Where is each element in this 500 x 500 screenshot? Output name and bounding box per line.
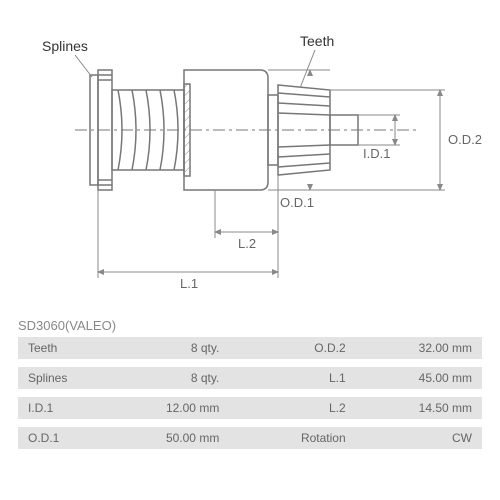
spec-row: Teeth8 qty.O.D.232.00 mm	[18, 337, 482, 359]
teeth-label: Teeth	[300, 33, 334, 49]
spec-value: 14.50 mm	[356, 397, 482, 419]
spec-value: 12.00 mm	[103, 397, 229, 419]
spec-label: I.D.1	[18, 397, 103, 419]
spec-value: CW	[356, 427, 482, 449]
spec-row: Splines8 qty.L.145.00 mm	[18, 367, 482, 389]
l2-label: L.2	[238, 236, 256, 251]
spec-row: I.D.112.00 mmL.214.50 mm	[18, 397, 482, 419]
id1-label: I.D.1	[363, 146, 390, 161]
spec-value: 32.00 mm	[356, 337, 482, 359]
spec-label: Splines	[18, 367, 103, 389]
spec-value: 8 qty.	[103, 367, 229, 389]
splines-label: Splines	[42, 38, 88, 54]
od2-label: O.D.2	[448, 132, 482, 147]
spec-row: O.D.150.00 mmRotationCW	[18, 427, 482, 449]
spec-label: O.D.1	[18, 427, 103, 449]
spec-value: 50.00 mm	[103, 427, 229, 449]
spec-label: Teeth	[18, 337, 103, 359]
spec-label: L.2	[229, 397, 355, 419]
spec-label: L.1	[229, 367, 355, 389]
spec-value: 45.00 mm	[356, 367, 482, 389]
spec-table: Teeth8 qty.O.D.232.00 mm Splines8 qty.L.1…	[18, 337, 482, 457]
spec-label: Rotation	[229, 427, 355, 449]
part-title: SD3060(VALEO)	[18, 318, 500, 333]
spec-value: 8 qty.	[103, 337, 229, 359]
spec-label: O.D.2	[229, 337, 355, 359]
od1-label: O.D.1	[280, 195, 314, 210]
l1-label: L.1	[180, 276, 198, 291]
technical-drawing: Splines Teeth O.D.1 O.D.2 I.D.1 L.2 L.1	[0, 0, 500, 310]
